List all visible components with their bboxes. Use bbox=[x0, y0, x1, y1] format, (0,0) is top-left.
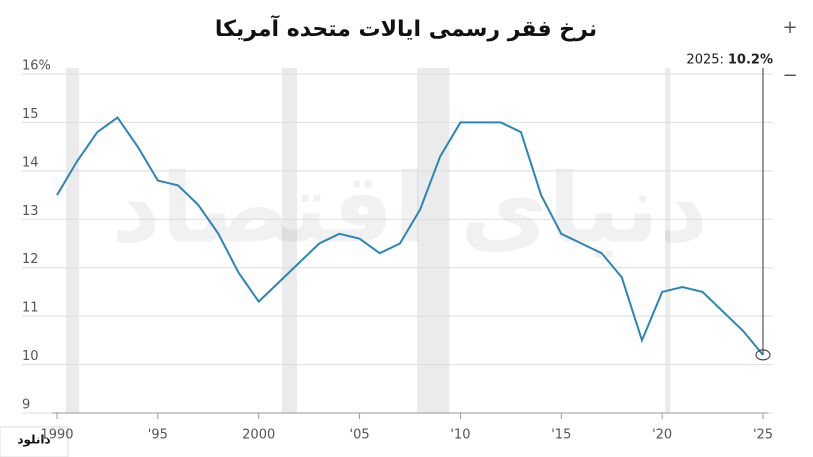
x-tick-label: '20 bbox=[652, 428, 672, 443]
x-tick-label: 2000 bbox=[242, 428, 275, 443]
recession-band bbox=[66, 68, 80, 413]
download-button[interactable] bbox=[0, 426, 69, 457]
x-tick-label: '05 bbox=[350, 428, 370, 443]
recession-band bbox=[281, 68, 298, 413]
end-point bbox=[755, 349, 771, 361]
annotation: 2025: bbox=[686, 53, 723, 68]
x-tick-label: '15 bbox=[551, 428, 571, 443]
value-label: 10.2% bbox=[728, 53, 773, 68]
download-label[interactable]: دانلود bbox=[17, 433, 50, 448]
x-tick-label: '25 bbox=[753, 428, 773, 443]
recession-band bbox=[665, 68, 671, 413]
y-tick-label: 15 bbox=[22, 107, 39, 122]
y-tick-label: 13 bbox=[22, 204, 39, 219]
chart-title: نرخ فقر رسمی ایالات متحده آمریکا bbox=[215, 14, 597, 42]
y-tick-label: 9 bbox=[22, 398, 30, 413]
zoom-out[interactable]: − bbox=[782, 65, 797, 86]
recession-band bbox=[417, 68, 450, 413]
y-tick-label: 14 bbox=[22, 155, 39, 170]
y-tick-label: 12 bbox=[22, 252, 39, 267]
y-tick-label: 10 bbox=[22, 349, 39, 364]
x-tick-label: 1990 bbox=[40, 428, 73, 443]
x-tick-label: '10 bbox=[450, 428, 470, 443]
x-tick-label: '95 bbox=[148, 428, 168, 443]
y-tick-label: 16% bbox=[22, 59, 51, 74]
y-tick-label: 11 bbox=[22, 301, 39, 316]
line bbox=[56, 116, 764, 356]
zoom-in[interactable]: + bbox=[782, 17, 797, 38]
